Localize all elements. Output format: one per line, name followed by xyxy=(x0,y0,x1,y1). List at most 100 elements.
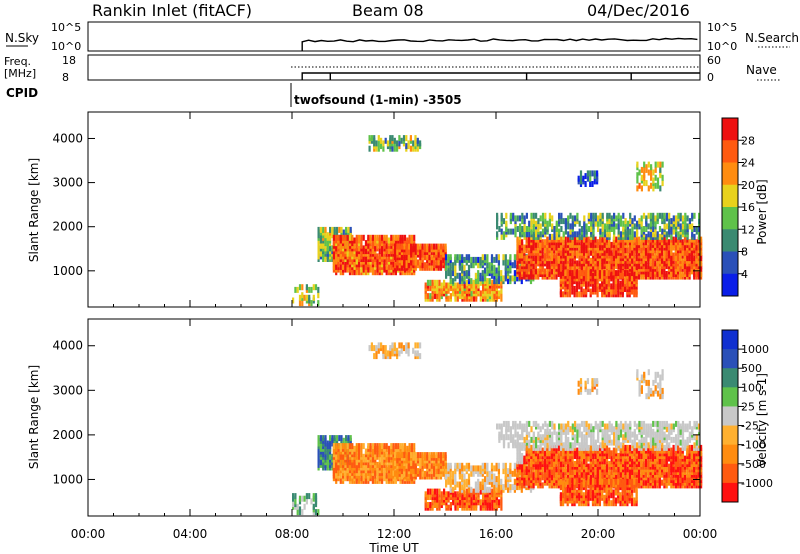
power-cell xyxy=(645,215,648,222)
power-cell xyxy=(344,261,347,268)
power-cell xyxy=(568,288,572,295)
power-cell xyxy=(368,145,371,152)
power-cell xyxy=(584,173,587,180)
velocity-cell xyxy=(491,499,494,506)
power-cell xyxy=(585,223,588,230)
power-cell xyxy=(630,275,634,282)
velocity-cell xyxy=(410,473,413,480)
velocity-cell xyxy=(374,477,377,484)
power-cell xyxy=(597,226,600,232)
power-cell xyxy=(496,223,499,230)
power-cell xyxy=(521,218,524,225)
velocity-cell xyxy=(477,470,480,477)
power-cell xyxy=(577,175,580,182)
power-cell xyxy=(319,226,322,233)
velocity-cell xyxy=(472,470,475,477)
power-cell xyxy=(578,255,581,262)
power-cell xyxy=(643,172,646,179)
velocity-cell xyxy=(451,470,455,477)
velocity-cell xyxy=(335,435,339,442)
power-cell xyxy=(546,271,549,277)
velocity-cell xyxy=(541,482,544,489)
power-cell xyxy=(342,234,345,241)
power-cell xyxy=(525,212,528,219)
power-cell xyxy=(348,234,352,241)
power-cell xyxy=(601,231,604,238)
power-cell xyxy=(573,270,576,277)
power-cell xyxy=(548,218,551,225)
velocity-cell xyxy=(583,463,586,470)
power-cell xyxy=(463,270,466,277)
power-cell xyxy=(398,135,401,142)
velocity-cell xyxy=(408,443,411,450)
freq-panel-frame xyxy=(87,54,701,81)
power-cell xyxy=(598,283,601,290)
velocity-cell xyxy=(543,458,547,465)
power-cell xyxy=(656,265,659,272)
power-cell xyxy=(440,287,443,294)
velocity-cell xyxy=(617,471,620,478)
freq-left-tick-bottom: 8 xyxy=(62,71,69,84)
velocity-cell xyxy=(467,473,471,480)
power-cell xyxy=(353,237,356,244)
power-cell xyxy=(578,228,581,235)
power-cell xyxy=(580,270,583,277)
power-cell xyxy=(412,259,415,266)
power-cell xyxy=(317,226,320,233)
power-cell xyxy=(405,135,408,142)
power-cell xyxy=(416,137,419,144)
power-cell xyxy=(369,263,372,270)
power-cell xyxy=(700,236,703,243)
power-cell xyxy=(617,218,620,225)
power-cell xyxy=(560,226,563,232)
power-cell xyxy=(635,255,638,262)
power-cell xyxy=(684,218,687,225)
power-cell xyxy=(629,218,632,225)
power-cell xyxy=(564,236,567,243)
power-cell xyxy=(500,295,503,302)
power-cell xyxy=(578,270,581,277)
power-cell xyxy=(594,270,597,277)
power-cell xyxy=(294,286,297,293)
power-cell xyxy=(560,236,563,243)
power-cell xyxy=(456,282,459,289)
power-cell xyxy=(393,137,396,144)
power-cell xyxy=(445,254,448,261)
power-cell xyxy=(597,215,600,222)
velocity-cell xyxy=(412,468,415,475)
power-cell xyxy=(337,234,340,241)
power-cell xyxy=(317,300,320,307)
power-cell xyxy=(541,228,545,235)
power-cell xyxy=(622,212,625,219)
power-cell xyxy=(571,220,574,227)
power-cell xyxy=(332,234,335,241)
power-cell xyxy=(454,282,457,289)
power-colorbar-tick-label: 24 xyxy=(741,157,755,170)
velocity-cell xyxy=(376,443,379,450)
power-cell xyxy=(582,175,585,182)
velocity-cell xyxy=(360,443,363,450)
power-cell xyxy=(335,226,339,233)
power-cell xyxy=(454,254,457,261)
power-cell xyxy=(544,218,547,225)
velocity-cell xyxy=(491,504,494,511)
power-cell xyxy=(635,288,638,295)
power-cell xyxy=(445,282,448,289)
velocity-cell xyxy=(491,488,494,495)
power-cell xyxy=(652,169,655,176)
power-cell xyxy=(535,220,538,227)
velocity-cell xyxy=(362,453,365,460)
power-cell xyxy=(358,245,361,252)
power-cell xyxy=(607,270,611,277)
power-cell xyxy=(305,294,308,301)
freq-panel: Freq. [MHz] 18 8 60 0 Nave xyxy=(4,54,780,84)
power-cell xyxy=(426,279,430,286)
power-cell xyxy=(638,169,641,176)
velocity-cell xyxy=(513,478,516,485)
velocity-cell xyxy=(445,491,448,498)
power-cell xyxy=(534,263,537,270)
velocity-cell xyxy=(439,452,443,459)
power-cell xyxy=(654,228,657,235)
velocity-cell xyxy=(371,456,374,463)
